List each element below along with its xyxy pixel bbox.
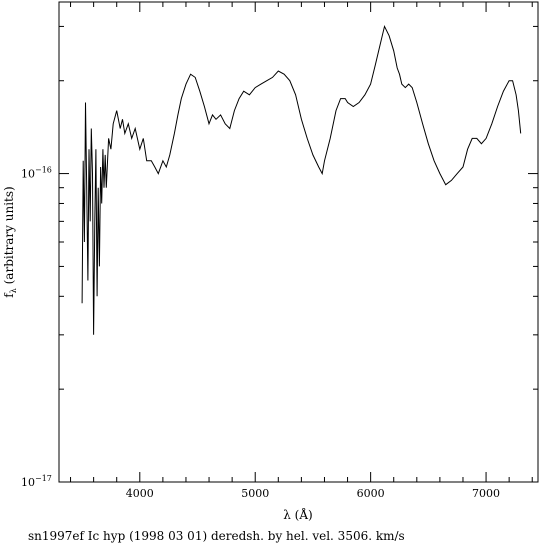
y-axis-label: fλ (arbitrary units) — [2, 186, 18, 297]
spectrum-line — [81, 24, 522, 335]
y-tick-base: 10 — [21, 168, 35, 181]
y-axis-label-rest: (arbitrary units) — [2, 186, 16, 288]
y-tick-base: 10 — [21, 476, 35, 489]
x-axis-label: λ (Å) — [283, 507, 312, 522]
x-tick-label: 4000 — [126, 487, 154, 500]
x-tick-label: 6000 — [357, 487, 385, 500]
y-tick-exponent: −16 — [35, 166, 52, 175]
y-axis-label-main: f — [2, 292, 16, 298]
x-tick-label: 5000 — [241, 487, 269, 500]
y-tick-label: 10−16 — [21, 166, 52, 181]
x-tick-label: 7000 — [472, 487, 500, 500]
axis-ticks — [59, 2, 538, 483]
plot-frame — [58, 1, 539, 483]
chart-caption: sn1997ef Ic hyp (1998 03 01) deredsh. by… — [28, 529, 405, 543]
y-tick-exponent: −17 — [35, 474, 52, 483]
x-tick-labels: 4000 5000 6000 7000 — [126, 487, 500, 500]
y-axis-label-sub: λ — [9, 288, 18, 293]
y-tick-label: 10−17 — [21, 474, 52, 489]
